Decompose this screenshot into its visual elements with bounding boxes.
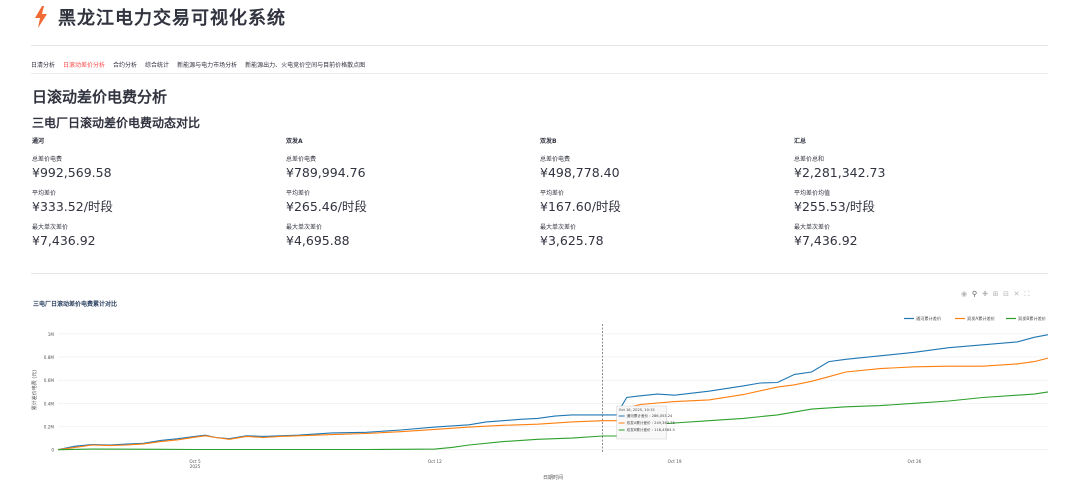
section-divider <box>31 273 1048 274</box>
tab-bar: 日清分析 日滚动差价分析 合约分析 综合统计 新能源与电力市场分析 新能源出力、… <box>31 60 373 74</box>
avg-value: ¥255.53/时段 <box>794 199 875 214</box>
x-tick-label: Oct 5 <box>189 459 201 464</box>
tab-daily-rolling-spread[interactable]: 日滚动差价分析 <box>63 60 106 74</box>
legend-label: 双发B累计差价 <box>1018 315 1047 322</box>
x-axis-title: 日期时间 <box>543 474 563 481</box>
metrics-row: 通河 总差价电费 ¥992,569.58 平均差价 ¥333.52/时段 最大单… <box>32 136 1048 256</box>
reset-axes-icon[interactable]: ⛶ <box>1024 290 1030 298</box>
y-axis-title: 累计差价电费 (元) <box>31 370 38 411</box>
y-tick-label: 1M <box>48 332 55 337</box>
zoom-icon[interactable]: ⚲ <box>971 290 978 298</box>
max-label: 最大单次差价 <box>286 224 323 231</box>
max-value: ¥4,695.88 <box>286 233 350 248</box>
lightning-bolt-icon <box>35 6 47 28</box>
avg-label: 平均差价 <box>540 190 565 197</box>
total-label: 总差价电费 <box>286 156 317 163</box>
metric-column-summary: 汇总 总差价总和 ¥2,281,342.73 平均差价均值 ¥255.53/时段… <box>794 136 1048 256</box>
series-line-3 <box>57 391 1049 451</box>
tabs-divider <box>31 73 1048 74</box>
y-tick-label: 0.2M <box>44 425 55 430</box>
tab-daily-clearing[interactable]: 日清分析 <box>31 62 56 69</box>
y-tick-label: 0 <box>51 448 54 453</box>
plant-name: 汇总 <box>794 138 807 145</box>
x-tick-label-year: 2025 <box>190 464 201 469</box>
metric-column-shuangfa-a: 双发A 总差价电费 ¥789,994.76 平均差价 ¥265.46/时段 最大… <box>286 136 540 256</box>
max-label: 最大单次差价 <box>794 224 831 231</box>
tab-renewable-scatter[interactable]: 新能源出力、火电竞价空间与目前价格散点图 <box>245 62 366 69</box>
chart-title: 三电厂日滚动差价电费累计对比 <box>33 301 118 308</box>
total-label: 总差价总和 <box>794 156 825 163</box>
page-title: 日滚动差价电费分析 <box>32 88 168 106</box>
hover-tooltip-line: 双发A累计差价 : 249,363.76 <box>627 420 676 425</box>
series-line-2 <box>57 357 1049 451</box>
x-tick-label: Oct 12 <box>428 459 442 464</box>
plant-name: 双发B <box>540 138 557 145</box>
plant-name: 通河 <box>32 138 45 145</box>
total-value: ¥498,778.40 <box>540 165 620 180</box>
y-tick-label: 0.6M <box>44 378 55 383</box>
max-value: ¥7,436.92 <box>794 233 858 248</box>
series-line-1 <box>57 334 1049 451</box>
avg-value: ¥265.46/时段 <box>286 199 367 214</box>
avg-label: 平均差价 <box>32 190 57 197</box>
camera-icon[interactable]: ◉ <box>960 290 968 298</box>
hover-tooltip-box <box>616 405 667 440</box>
y-tick-label: 0.4M <box>44 401 55 406</box>
avg-label: 平均差价 <box>286 190 311 197</box>
avg-value: ¥333.52/时段 <box>32 199 113 214</box>
zoom-out-icon[interactable]: ⊟ <box>1003 290 1009 298</box>
total-value: ¥2,281,342.73 <box>794 165 886 180</box>
app-title: 黑龙江电力交易可视化系统 <box>58 8 286 29</box>
hover-tooltip-line: 通河累计差价 : 286,053.24 <box>627 413 673 418</box>
tab-renewable-market[interactable]: 新能源与电力市场分析 <box>177 62 238 69</box>
max-value: ¥7,436.92 <box>32 233 96 248</box>
avg-label: 平均差价均值 <box>794 190 831 197</box>
avg-value: ¥167.60/时段 <box>540 199 621 214</box>
max-label: 最大单次差价 <box>540 224 577 231</box>
plant-name: 双发A <box>286 138 303 145</box>
max-label: 最大单次差价 <box>32 224 69 231</box>
autoscale-icon[interactable]: ✕ <box>1013 290 1020 298</box>
app-header: 黑龙江电力交易可视化系统 <box>34 4 286 30</box>
pan-icon[interactable]: ✚ <box>982 290 988 298</box>
legend-label: 通河累计差价 <box>916 315 942 322</box>
section-title: 三电厂日滚动差价电费动态对比 <box>32 116 201 130</box>
hover-tooltip-line: 双发B累计差价 : 118,4583.5 <box>627 427 675 432</box>
tab-statistics[interactable]: 综合统计 <box>145 62 170 69</box>
hover-tooltip-title: Oct 16, 2025, 10:15 <box>619 408 655 412</box>
x-tick-label: Oct 26 <box>907 459 921 464</box>
max-value: ¥3,625.78 <box>540 233 604 248</box>
total-value: ¥992,569.58 <box>32 165 112 180</box>
legend-label: 双发A累计差价 <box>967 315 996 322</box>
y-tick-label: 0.8M <box>44 355 55 360</box>
total-label: 总差价电费 <box>32 156 63 163</box>
header-divider <box>31 45 1048 46</box>
metric-column-shuangfa-b: 双发B 总差价电费 ¥498,778.40 平均差价 ¥167.60/时段 最大… <box>540 136 794 256</box>
total-label: 总差价电费 <box>540 156 571 163</box>
total-value: ¥789,994.76 <box>286 165 366 180</box>
x-tick-label: Oct 19 <box>668 459 682 464</box>
chart-toolbar: ◉ ⚲ ✚ ⊞ ⊟ ✕ ⛶ <box>960 290 1034 298</box>
tab-contract[interactable]: 合约分析 <box>113 62 138 69</box>
zoom-in-icon[interactable]: ⊞ <box>992 290 999 298</box>
metric-column-tonghe: 通河 总差价电费 ¥992,569.58 平均差价 ¥333.52/时段 最大单… <box>32 136 286 256</box>
